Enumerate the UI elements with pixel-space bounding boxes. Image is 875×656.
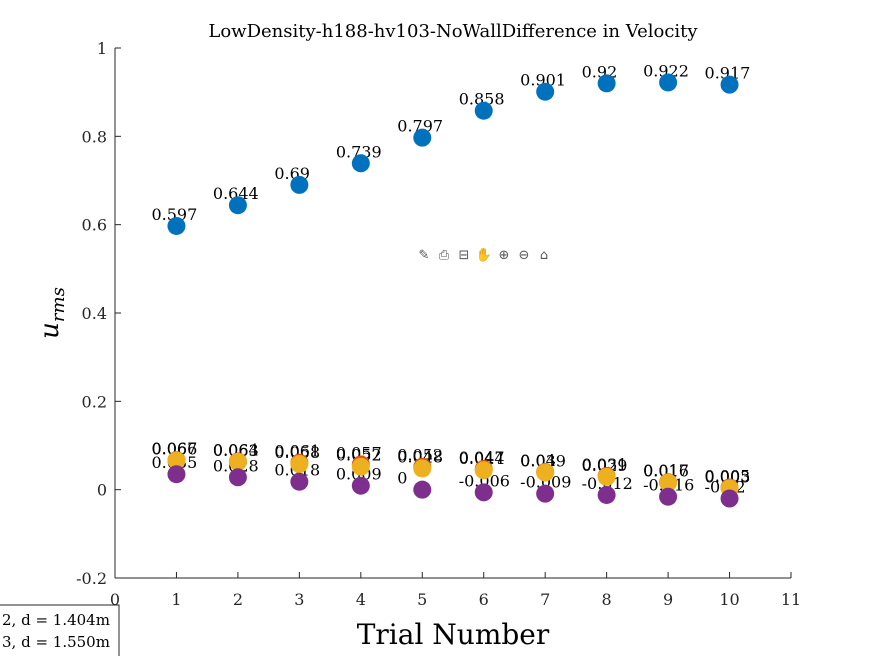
data-label: 0.003 xyxy=(705,467,751,486)
data-label: 0.017 xyxy=(643,461,689,480)
data-point xyxy=(351,476,370,495)
data-label: 0.058 xyxy=(274,443,320,462)
data-label: 0.052 xyxy=(336,446,382,465)
data-label: 0.066 xyxy=(151,440,197,459)
legend-entry: 2, d = 1.404m xyxy=(2,611,110,629)
y-tick-label: 0.2 xyxy=(82,392,107,411)
export-icon[interactable]: ⎙ xyxy=(438,248,450,263)
zoom-out-icon[interactable]: ⊖ xyxy=(518,248,530,263)
data-point xyxy=(597,485,616,504)
data-point xyxy=(474,461,493,480)
x-tick-label: 11 xyxy=(781,590,801,609)
data-label: 0.901 xyxy=(520,71,566,90)
data-point xyxy=(167,465,186,484)
data-point xyxy=(659,73,678,92)
data-point xyxy=(597,74,616,93)
data-tips-icon[interactable]: ⊟ xyxy=(458,248,470,263)
legend: 2, d = 1.404m 3, d = 1.550m xyxy=(0,604,120,656)
data-label: 0.057 xyxy=(336,443,382,462)
x-tick-label: 2 xyxy=(233,590,243,609)
data-label: 0.063 xyxy=(213,441,259,460)
data-label: 0.739 xyxy=(336,142,382,161)
zoom-in-icon[interactable]: ⊕ xyxy=(498,248,510,263)
y-axis-label: urms xyxy=(35,287,69,339)
y-tick-label: 0 xyxy=(97,481,107,500)
data-point xyxy=(228,196,247,215)
data-point xyxy=(290,455,309,474)
x-tick-label: 9 xyxy=(663,590,673,609)
data-point xyxy=(167,451,186,470)
x-tick-label: 1 xyxy=(171,590,181,609)
data-point xyxy=(597,467,616,486)
axes: 0 1 2 3 4 5 6 7 8 9 10 11-0.200.20.40.60.81 xyxy=(76,39,801,609)
data-point xyxy=(167,216,186,235)
y-tick-label: 0.4 xyxy=(82,304,107,323)
data-point xyxy=(659,473,678,492)
y-tick-label: 0.8 xyxy=(82,127,107,146)
data-points xyxy=(167,73,739,508)
data-point xyxy=(228,468,247,487)
y-tick-label: 1 xyxy=(97,39,107,58)
data-point xyxy=(413,459,432,478)
data-label: 0.052 xyxy=(397,446,443,465)
data-label: 0.029 xyxy=(582,456,628,475)
data-point xyxy=(290,175,309,194)
x-axis-label: Trial Number xyxy=(357,618,550,651)
x-tick-label: 10 xyxy=(719,590,739,609)
data-point xyxy=(659,487,678,506)
x-tick-label: 4 xyxy=(356,590,366,609)
data-label: 0.067 xyxy=(151,439,197,458)
data-label: 0.039 xyxy=(520,451,566,470)
data-point xyxy=(536,82,555,101)
data-point xyxy=(720,489,739,508)
data-point xyxy=(413,480,432,499)
x-tick-label: 7 xyxy=(540,590,550,609)
data-point xyxy=(474,483,493,502)
legend-box xyxy=(0,604,120,656)
data-label: 0.016 xyxy=(643,462,689,481)
data-label: 0.031 xyxy=(582,455,628,474)
data-label: 0.858 xyxy=(459,90,505,109)
data-label: 0.048 xyxy=(397,447,443,466)
data-label: -0.006 xyxy=(459,471,510,490)
data-point xyxy=(351,457,370,476)
x-tick-label: 8 xyxy=(602,590,612,609)
x-tick-label: 0 xyxy=(110,590,120,609)
data-point xyxy=(536,463,555,482)
data-point xyxy=(720,75,739,94)
data-label: 0.064 xyxy=(213,440,259,459)
data-point xyxy=(413,128,432,147)
axes-toolbar: ✎ ⎙ ⊟ ✋ ⊕ ⊖ ⌂ xyxy=(415,247,553,265)
chart-title: LowDensity-h188-hv103-NoWallDifference i… xyxy=(208,21,698,42)
data-label: 0.917 xyxy=(705,64,751,83)
y-tick-label: -0.2 xyxy=(76,569,107,588)
x-tick-label: 3 xyxy=(294,590,304,609)
data-point xyxy=(536,484,555,503)
data-point xyxy=(290,472,309,491)
home-icon[interactable]: ⌂ xyxy=(539,248,549,263)
data-point xyxy=(351,154,370,173)
data-label: 0.644 xyxy=(213,184,259,203)
pan-icon[interactable]: ✋ xyxy=(475,248,493,263)
data-point xyxy=(474,101,493,120)
data-label: 0.597 xyxy=(151,205,197,224)
data-label: 0 xyxy=(397,469,407,488)
x-tick-label: 5 xyxy=(417,590,427,609)
legend-entry: 3, d = 1.550m xyxy=(2,633,110,651)
data-label: 0.922 xyxy=(643,61,689,80)
data-label: 0.061 xyxy=(274,442,320,461)
data-label: -0.009 xyxy=(520,473,571,492)
data-label: 0.797 xyxy=(397,117,443,136)
data-label: 0.005 xyxy=(705,466,751,485)
data-point xyxy=(228,452,247,471)
brush-icon[interactable]: ✎ xyxy=(418,248,430,263)
y-tick-label: 0.6 xyxy=(82,216,107,235)
x-tick-label: 6 xyxy=(479,590,489,609)
data-label: 0.044 xyxy=(459,449,505,468)
data-label: 0.047 xyxy=(459,448,505,467)
